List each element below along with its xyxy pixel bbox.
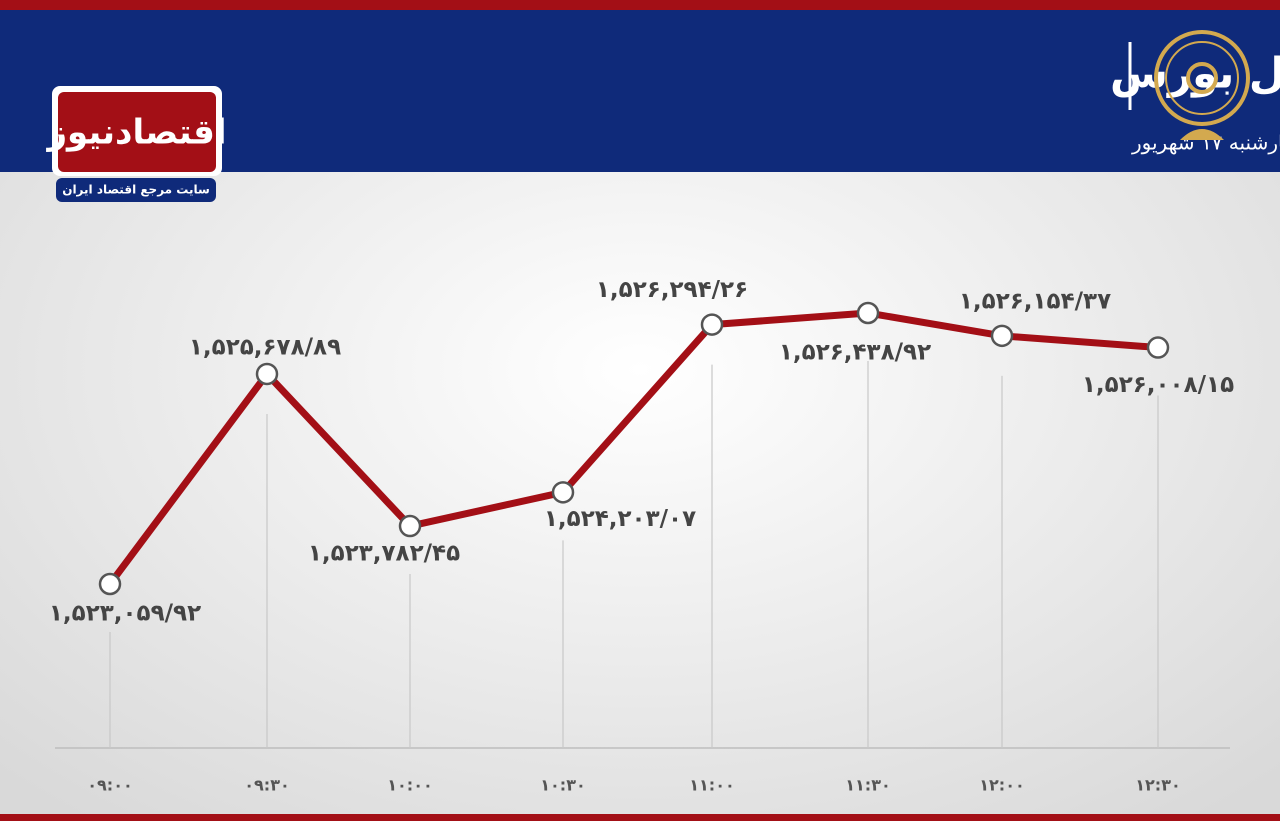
- value-label: ۱,۵۲۶,۱۵۴/۳۷: [959, 288, 1111, 314]
- point-marker: [398, 514, 422, 538]
- x-tick-label: ۱۱:۰۰: [689, 776, 734, 795]
- value-label: ۱,۵۲۳,۰۵۹/۹۲: [49, 601, 201, 627]
- brand-logo: اقتصادنیوز سایت مرجع اقتصاد ایران: [45, 86, 227, 202]
- point-marker: [98, 572, 122, 596]
- point-marker: [700, 313, 724, 336]
- series-line: [107, 309, 1159, 587]
- point-marker: [255, 362, 279, 386]
- top-strip: [0, 0, 1280, 10]
- x-tick-label: ۱۰:۳۰: [540, 776, 585, 795]
- plot: ۱,۵۲۳,۰۵۹/۹۲ ۰۹:۰۰ ۱,۵۲۵,۶۷۸/۸۹ ۰۹:۳۰ ۱,۵۲۳,…: [49, 277, 1234, 794]
- brand-tagline: سایت مرجع اقتصاد ایران: [62, 183, 210, 197]
- brand-name: اقتصادنیوز: [45, 113, 226, 153]
- value-label: ۱,۵۲۳,۷۸۲/۴۵: [308, 541, 460, 567]
- x-tick-label: ۰۹:۳۰: [244, 776, 289, 795]
- x-tick-label: ۱۲:۳۰: [1135, 776, 1180, 795]
- point-marker: [856, 301, 880, 325]
- value-label: ۱,۵۲۴,۲۰۳/۰۷: [544, 506, 696, 532]
- x-tick-label: ۰۹:۰۰: [87, 776, 132, 795]
- exchange-emblem: [1154, 30, 1250, 140]
- point-marker: [551, 481, 575, 504]
- value-label: ۱,۵۲۶,۴۳۸/۹۲: [779, 340, 931, 366]
- x-tick-label: ۱۱:۳۰: [845, 776, 890, 795]
- x-tick-label: ۱۰:۰۰: [387, 776, 432, 795]
- point-marker: [990, 324, 1014, 348]
- value-label: ۱,۵۲۶,۲۹۴/۲۶: [596, 277, 748, 303]
- value-label: ۱,۵۲۵,۶۷۸/۸۹: [189, 334, 341, 360]
- bottom-strip: [0, 814, 1280, 821]
- value-label: ۱,۵۲۶,۰۰۸/۱۵: [1082, 372, 1234, 398]
- x-tick-label: ۱۲:۰۰: [979, 776, 1024, 795]
- point-marker: [1146, 336, 1170, 359]
